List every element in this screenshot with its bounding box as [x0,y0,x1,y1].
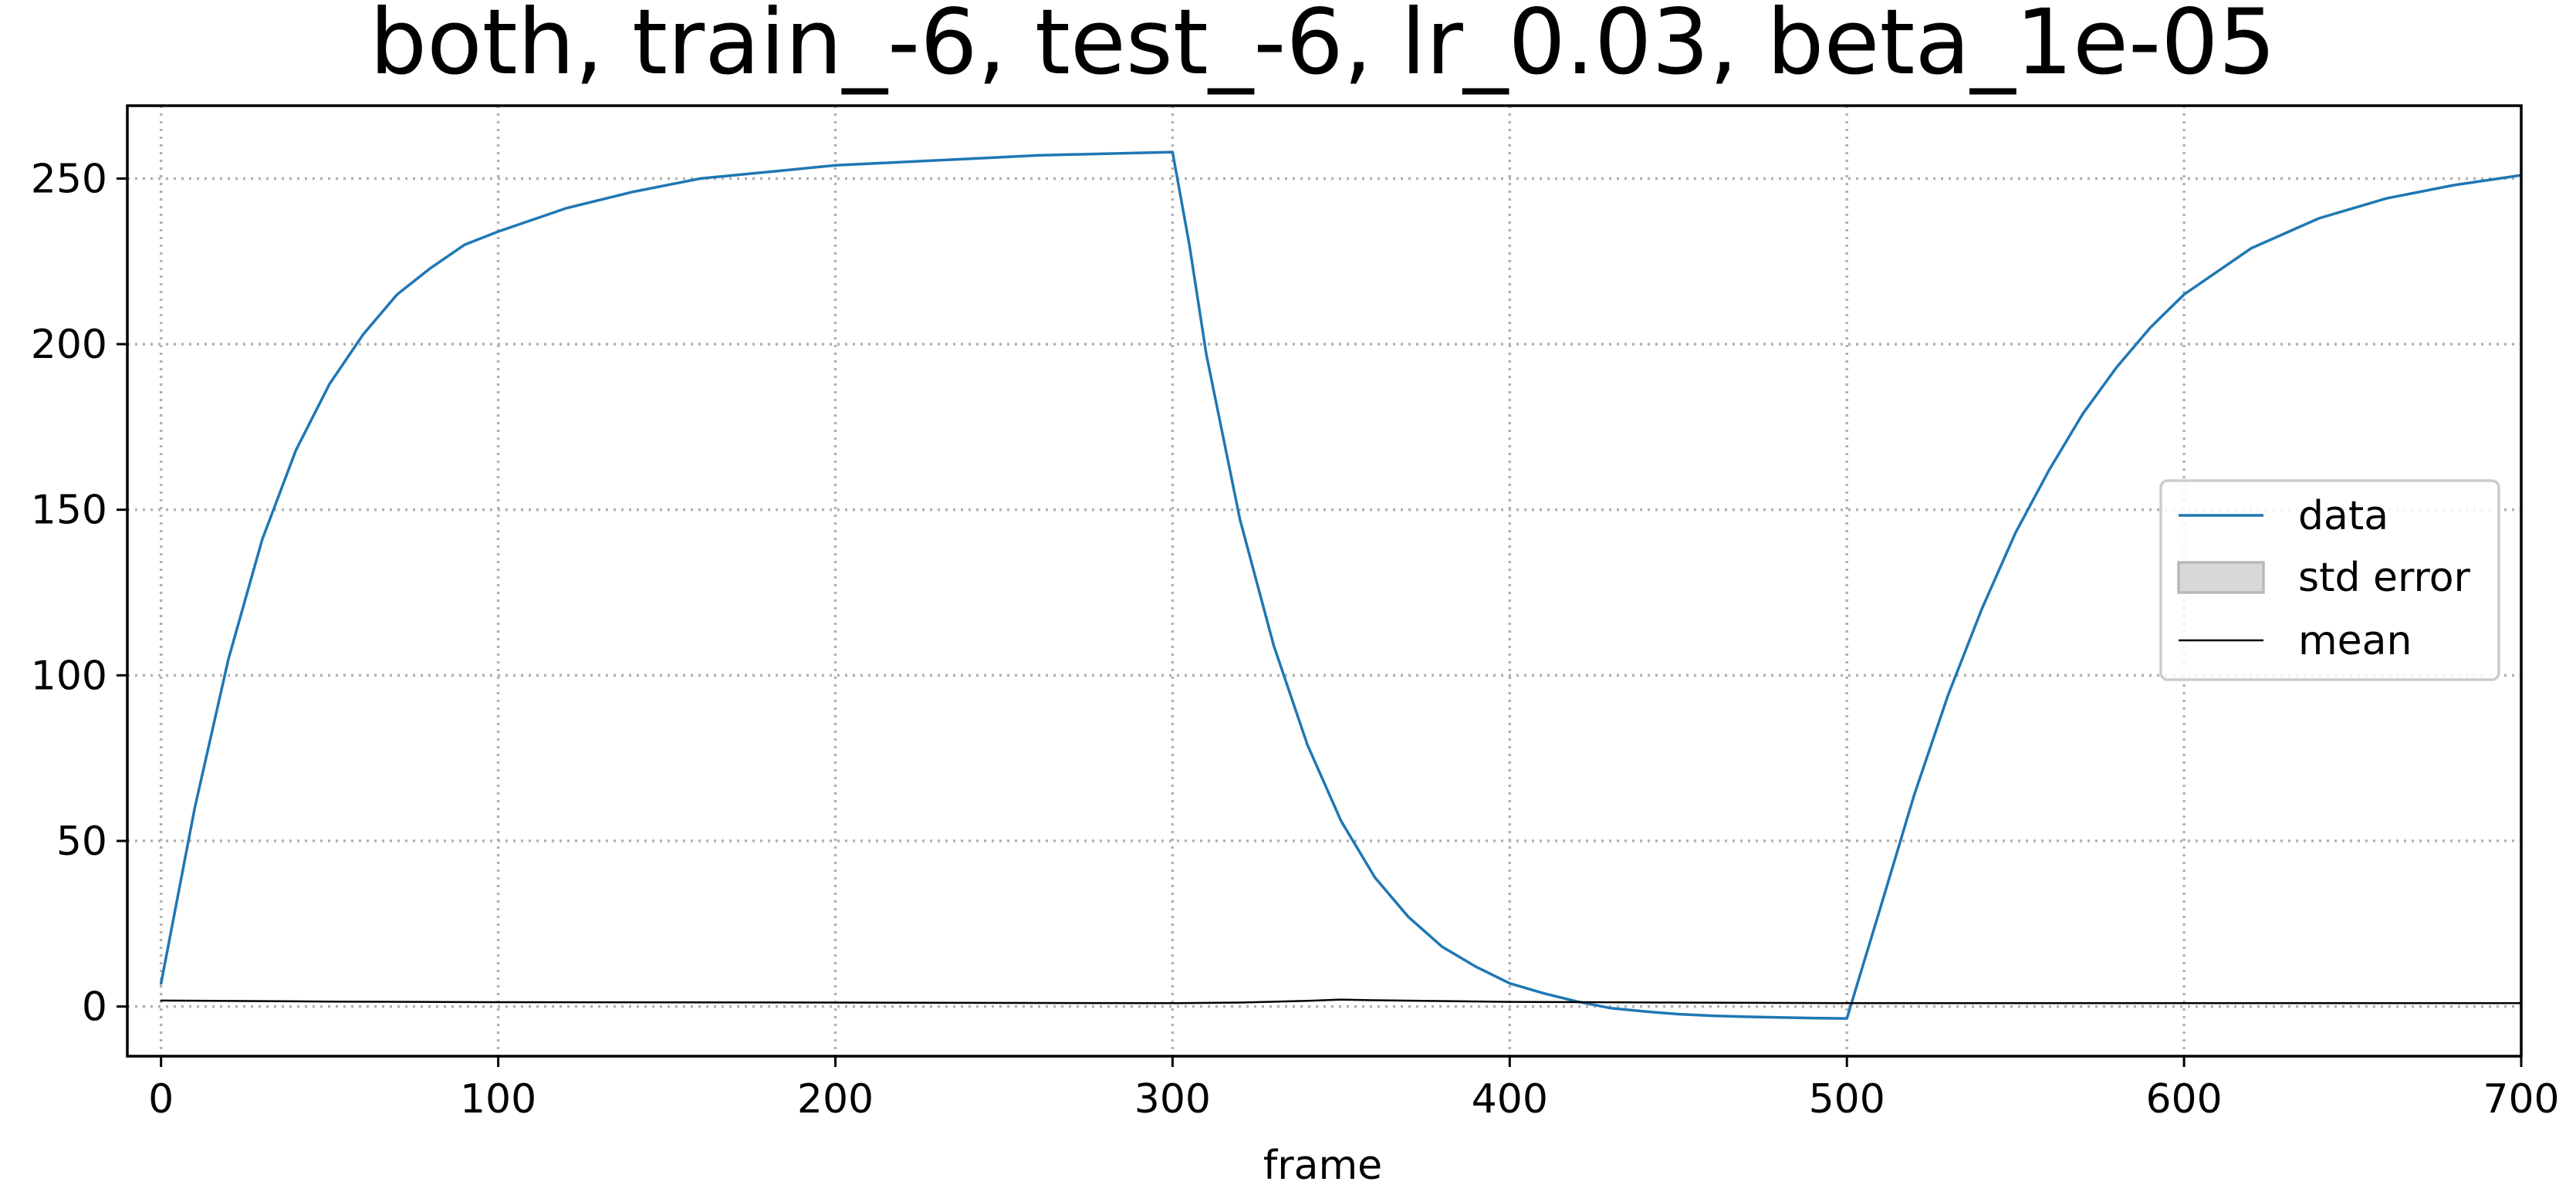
y-tick-label: 50 [56,819,107,865]
x-tick-label: 100 [460,1076,536,1123]
x-tick-label: 700 [2483,1076,2559,1123]
legend: data std error mean [2159,479,2500,681]
legend-frame [2159,479,2500,681]
x-tick-label: 200 [797,1076,874,1123]
legend-mean-label: mean [2298,618,2412,664]
x-tick-label: 400 [1472,1076,1548,1123]
legend-data-label: data [2298,493,2388,539]
legend-std-error-label: std error [2298,555,2471,601]
x-axis-label: frame [1263,1143,1382,1189]
y-tick-label: 100 [31,653,107,699]
y-tick-label: 200 [31,322,107,368]
y-tick-label: 0 [82,984,107,1031]
series-line-data [159,150,2523,1020]
legend-std-error-swatch [2177,561,2265,594]
y-tick-label: 150 [31,488,107,534]
x-tick-label: 600 [2145,1076,2222,1123]
chart-title: both, train_-6, test_-6, lr_0.03, beta_1… [370,0,2276,95]
ticks-layer: 0 100 200 300 400 500 600 700 0 50 100 150 200 250 [31,156,2560,1123]
y-tick-label: 250 [31,156,107,202]
x-tick-label: 500 [1809,1076,1885,1123]
series-layer [159,150,2523,1020]
x-tick-label: 0 [148,1076,174,1123]
x-tick-label: 300 [1134,1076,1211,1123]
grid-layer [127,106,2523,1056]
series-line-mean [160,998,2523,1004]
plot-frame [126,104,2523,1058]
